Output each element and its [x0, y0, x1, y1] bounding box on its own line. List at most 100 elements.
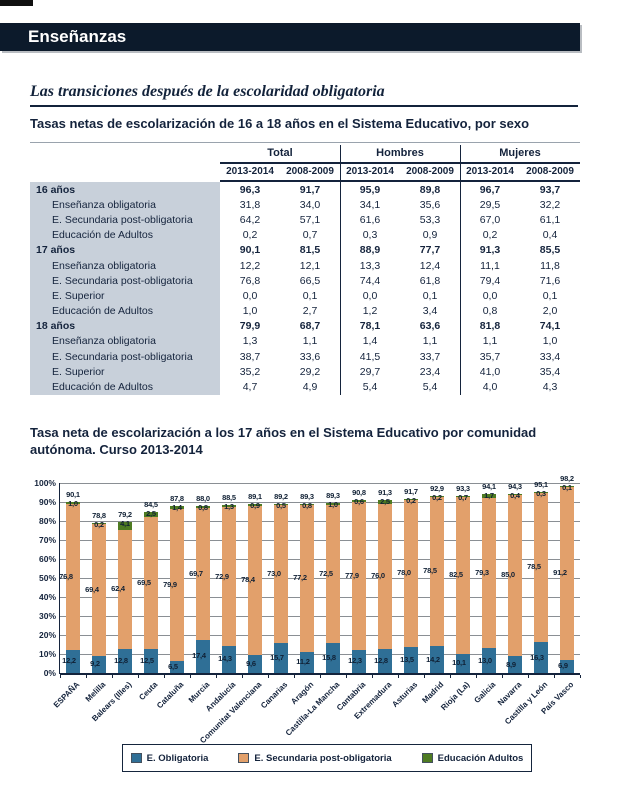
adultos-value-label: 0,4 — [510, 490, 520, 500]
gridline — [60, 540, 580, 541]
bar-segment-secundaria — [456, 497, 470, 654]
table-cell: 4,0 — [482, 381, 498, 394]
gridline — [60, 559, 580, 560]
bar-segment-obligatoria — [482, 648, 496, 673]
table-cell: 33,7 — [419, 350, 441, 363]
table-cell: 41,0 — [479, 365, 501, 378]
adultos-value-label: 0,2 — [406, 495, 416, 505]
secundaria-value-label: 62,4 — [111, 584, 125, 594]
x-axis-tick — [580, 675, 581, 678]
bar-segment-secundaria — [196, 507, 210, 640]
table-cell: 76,8 — [239, 274, 261, 287]
bar-segment-adultos — [300, 503, 314, 506]
legend-item-secundaria: E. Secundaria post-obligatoria — [238, 753, 392, 764]
table-cell: 64,2 — [239, 213, 261, 226]
y-axis-label: 80% — [38, 516, 56, 526]
total-value-label: 78,8 — [92, 511, 106, 521]
secundaria-value-label: 69,5 — [137, 578, 151, 588]
bar-segment-secundaria — [274, 504, 288, 644]
y-axis-label: 90% — [38, 497, 56, 507]
bar-segment-secundaria — [534, 492, 548, 643]
table-cell: 12,2 — [239, 259, 261, 272]
gridline — [60, 502, 580, 503]
table-cell: 66,5 — [299, 274, 321, 287]
table-cell: 67,0 — [479, 213, 501, 226]
table-cell: 0,0 — [242, 289, 258, 302]
table-row: Educación de Adultos 4,7 4,9 5,4 5,4 4,0 4,3 — [30, 379, 580, 395]
row-label: 18 años — [30, 318, 220, 334]
table-cell: 1,1 — [302, 335, 318, 348]
table-cell: 1,0 — [242, 305, 258, 318]
table-cell: 38,7 — [239, 350, 261, 363]
table-cell: 12,4 — [419, 259, 441, 272]
total-value-label: 94,3 — [508, 481, 522, 491]
obligatoria-value-label: 9,6 — [246, 658, 256, 668]
total-value-label: 90,8 — [352, 488, 366, 498]
table-cell: 23,4 — [419, 365, 441, 378]
row-label: 16 años — [30, 182, 220, 198]
adultos-value-label: 0,2 — [94, 520, 104, 530]
table-cell: 0,0 — [362, 289, 378, 302]
table-cell: 5,4 — [362, 381, 378, 394]
adultos-value-label: 1,4 — [172, 503, 182, 513]
table-body: 16 años 96,3 91,7 95,9 89,8 96,7 93,7 Enseñanza… — [30, 182, 580, 395]
adultos-value-label: 0,2 — [432, 493, 442, 503]
bar-segment-secundaria — [222, 507, 236, 646]
total-value-label: 98,2 — [560, 474, 574, 484]
bar-segment-secundaria — [482, 497, 496, 649]
table-cell: 96,3 — [239, 183, 261, 196]
secundaria-value-label: 82,5 — [449, 570, 463, 580]
table-row: Enseñanza obligatoria 12,2 12,1 13,3 12,4 11,… — [30, 257, 580, 274]
chapter-subtitle: Las transiciones después de la escolarid… — [30, 83, 385, 100]
table-cell: 13,3 — [359, 259, 381, 272]
bar-segment-secundaria — [248, 505, 262, 655]
total-value-label: 89,3 — [300, 491, 314, 501]
adultos-value-label: 0,6 — [354, 497, 364, 507]
x-axis-tick — [320, 675, 321, 678]
chart-title: Tasa neta de escolarización a los 17 año… — [30, 425, 537, 457]
table-row: E. Superior 35,2 29,2 29,7 23,4 41,0 35,4 — [30, 364, 580, 380]
gridline — [60, 654, 580, 655]
row-label: E. Secundaria post-obligatoria — [30, 349, 220, 365]
row-label: E. Superior — [30, 288, 220, 304]
table-cell: 1,0 — [542, 335, 558, 348]
bar-segment-obligatoria — [92, 655, 106, 673]
secundaria-value-label: 78,5 — [527, 562, 541, 572]
x-axis-tick — [112, 675, 113, 678]
row-label: Enseñanza obligatoria — [30, 197, 220, 213]
y-axis-label: 30% — [38, 611, 56, 621]
bar-segment-obligatoria — [274, 643, 288, 673]
subtitle-rule — [30, 105, 578, 107]
secundaria-value-label: 79,9 — [163, 579, 177, 589]
secundaria-value-label: 78,4 — [241, 575, 255, 585]
table-group-separator — [460, 145, 461, 395]
obligatoria-value-label: 9,2 — [90, 659, 100, 669]
table-cell: 11,1 — [480, 259, 500, 272]
table-cell: 1,3 — [242, 335, 258, 348]
table-title: Tasas netas de escolarización de 16 a 18… — [30, 116, 530, 131]
bar-segment-secundaria — [378, 504, 392, 649]
bar-segment-obligatoria — [378, 648, 392, 673]
y-axis-label: 100% — [34, 478, 56, 488]
bar-segment-secundaria — [66, 503, 80, 650]
table-cell: 95,9 — [359, 183, 381, 196]
table-cell: 2,0 — [542, 305, 558, 318]
bar-segment-obligatoria — [248, 654, 262, 673]
rates-table: Total Hombres Mujeres 2013-2014 2008-200… — [30, 142, 580, 396]
table-cell: 0,2 — [242, 229, 258, 242]
table-cell: 61,1 — [539, 213, 561, 226]
obligatoria-value-label: 13,5 — [400, 655, 414, 665]
bar-segment-obligatoria — [300, 651, 314, 673]
bar-segment-secundaria — [144, 517, 158, 650]
adultos-value-label: 4,1 — [120, 519, 130, 529]
bar-segment-adultos — [456, 495, 470, 498]
bar-segment-adultos — [118, 522, 132, 531]
obligatoria-value-label: 12,8 — [114, 655, 128, 665]
total-value-label: 88,0 — [196, 493, 210, 503]
bar-segment-secundaria — [430, 496, 444, 646]
legend-label: E. Obligatoria — [146, 752, 209, 764]
table-cell: 4,9 — [302, 381, 318, 394]
x-axis-tick — [294, 675, 295, 678]
total-value-label: 91,3 — [378, 487, 392, 497]
bar-segment-obligatoria — [326, 642, 340, 673]
